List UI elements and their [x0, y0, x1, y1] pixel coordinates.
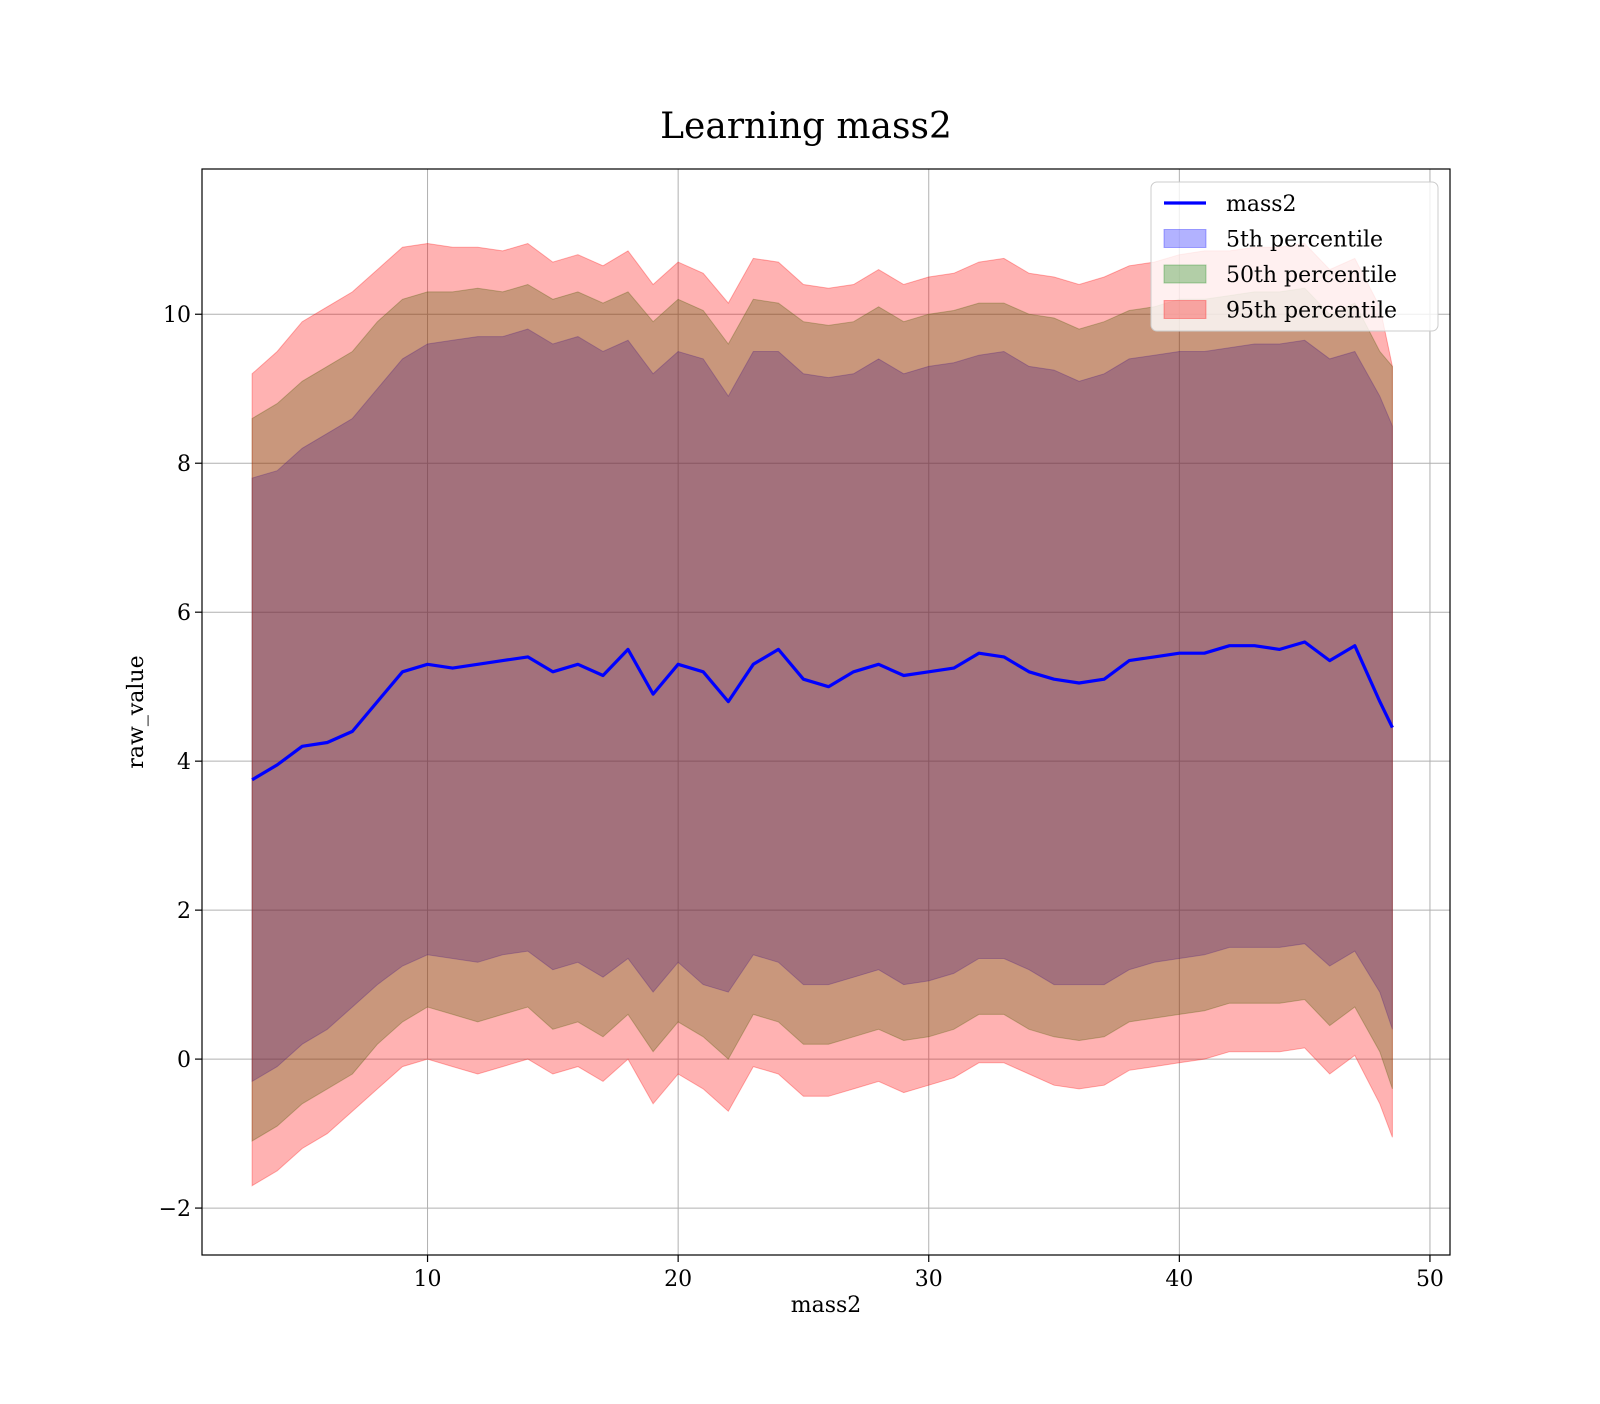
x-tick-label: 30 [915, 1267, 943, 1292]
x-tick-label: 20 [664, 1267, 692, 1292]
legend-swatch-patch [1163, 300, 1207, 319]
y-axis-title: raw_value [124, 655, 149, 768]
band-50th-percentile [251, 283, 1393, 1142]
legend-swatch-patch [1163, 264, 1207, 284]
x-tick-label: 10 [414, 1267, 442, 1292]
y-tick-label: 8 [177, 452, 191, 477]
plot-frame [201, 168, 1451, 1256]
y-tick-label: 0 [177, 1048, 191, 1073]
bands-layer [251, 242, 1393, 1187]
y-tick-label: 4 [177, 750, 191, 775]
y-tick-label: 10 [163, 303, 191, 328]
band-95th-percentile [251, 242, 1393, 1187]
legend-items: mass2 5th percentile 50th percentile 95th p… [1163, 192, 1397, 324]
legend-label: mass2 [1226, 192, 1297, 217]
legend: mass2 5th percentile 50th percentile 95th p… [1150, 181, 1439, 332]
legend-label: 5th percentile [1226, 228, 1383, 253]
grid-layer [202, 169, 1450, 1255]
series-line-mass2 [251, 640, 1394, 782]
y-tick-label: −2 [159, 1197, 191, 1222]
x-tick-label: 50 [1416, 1267, 1444, 1292]
line-layer [251, 640, 1394, 782]
legend-frame [1150, 181, 1439, 332]
y-tick-label: 2 [177, 899, 191, 924]
x-axis-title: mass2 [791, 1293, 862, 1318]
ticks-layer: 10 20 30 40 50 −2 0 2 4 6 8 10 [159, 303, 1444, 1292]
x-tick-label: 40 [1165, 1267, 1193, 1292]
legend-swatch-patch [1163, 229, 1207, 248]
legend-label: 95th percentile [1226, 299, 1397, 324]
y-tick-label: 6 [177, 601, 191, 626]
legend-label: 50th percentile [1226, 263, 1397, 288]
band-5th-percentile [251, 328, 1393, 1083]
chart-title: Learning mass2 [660, 106, 952, 147]
